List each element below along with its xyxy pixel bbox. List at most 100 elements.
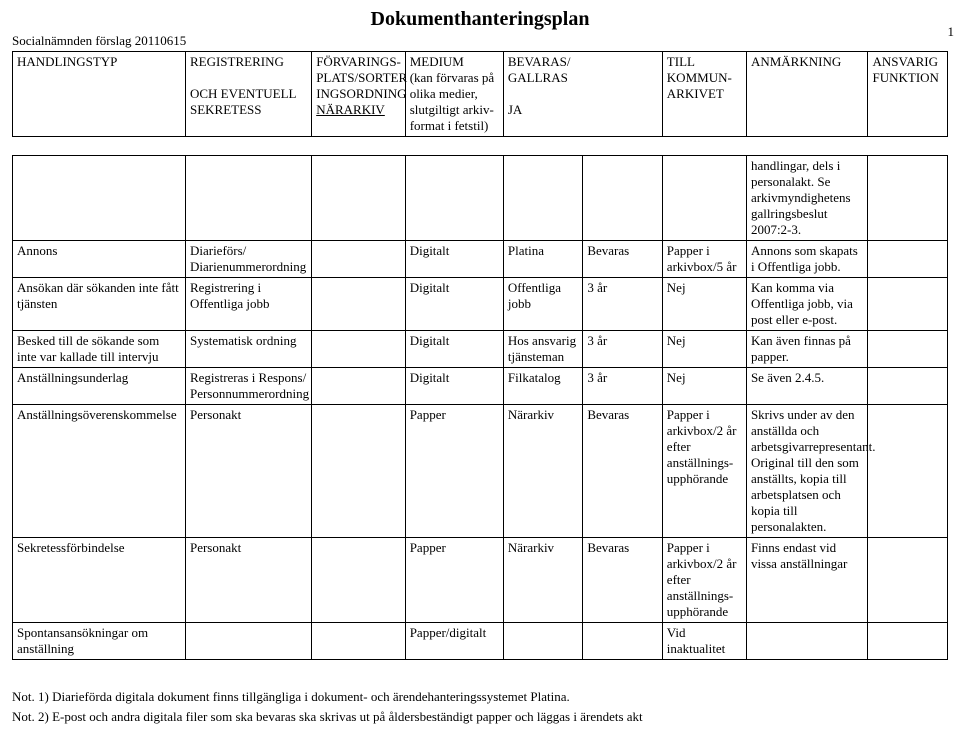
table-row: Besked till de sökande som inte var kall…: [13, 331, 948, 368]
table-cell: Nej: [662, 331, 746, 368]
table-cell: Besked till de sökande som inte var kall…: [13, 331, 186, 368]
table-cell: Digitalt: [405, 368, 503, 405]
table-cell: Platina: [503, 241, 582, 278]
hdr-forvaring: FÖRVARINGS- PLATS/SORTER INGSORDNING NÄR…: [312, 52, 406, 137]
hdr-bevaras: BEVARAS/ GALLRAS JA: [503, 52, 662, 137]
table-row: AnnonsDiarieförs/ Diarienummerordning Dig…: [13, 241, 948, 278]
table-row: AnställningsöverenskommelsePersonakt Papp…: [13, 405, 948, 538]
table-cell: Personakt: [185, 405, 311, 538]
table-cell: [503, 623, 582, 660]
table-cell: [312, 538, 406, 623]
table-cell: Bevaras: [583, 405, 662, 538]
table-cell: Nej: [662, 368, 746, 405]
table-cell: Bevaras: [583, 538, 662, 623]
table-cell: Papper: [405, 538, 503, 623]
hdr-text: format i fetstil): [410, 118, 489, 133]
table-cell: Ansökan där sökanden inte fått tjänsten: [13, 278, 186, 331]
table-cell: Vid inaktualitet: [662, 623, 746, 660]
table-cell: [405, 156, 503, 241]
table-cell: Anställningsöverenskommelse: [13, 405, 186, 538]
hdr-text: ARKIVET: [667, 86, 724, 101]
table-cell: Se även 2.4.5.: [746, 368, 868, 405]
table-cell: [868, 623, 948, 660]
table-cell: Bevaras: [583, 241, 662, 278]
table-cell: Papper i arkivbox/2 år efter anställning…: [662, 538, 746, 623]
hdr-text: TILL: [667, 54, 695, 69]
hdr-text: KOMMUN-: [667, 70, 732, 85]
table-cell: Närarkiv: [503, 405, 582, 538]
table-cell: [312, 405, 406, 538]
table-cell: [662, 156, 746, 241]
table-cell: [312, 278, 406, 331]
table-cell: Papper i arkivbox/5 år: [662, 241, 746, 278]
table-cell: [868, 241, 948, 278]
hdr-text: FÖRVARINGS-: [316, 54, 401, 69]
hdr-text: MEDIUM: [410, 54, 464, 69]
page-title: Dokumenthanteringsplan: [12, 8, 948, 31]
hdr-text: INGSORDNING: [316, 86, 406, 101]
table-cell: [312, 331, 406, 368]
table-cell: Närarkiv: [503, 538, 582, 623]
hdr-text-nararkiv: NÄRARKIV: [316, 102, 385, 117]
table-cell: Papper i arkivbox/2 år efter anställning…: [662, 405, 746, 538]
table-row: handlingar, dels i personalakt. Se arkiv…: [13, 156, 948, 241]
table-cell: Digitalt: [405, 241, 503, 278]
table-cell: Anställningsunderlag: [13, 368, 186, 405]
table-cell: Diarieförs/ Diarienummerordning: [185, 241, 311, 278]
table-cell: [583, 623, 662, 660]
table-cell: Spontansansökningar om anställning: [13, 623, 186, 660]
hdr-anmarkning: ANMÄRKNING: [746, 52, 868, 137]
hdr-text: REGISTRERING: [190, 54, 284, 69]
hdr-text: PLATS/SORTER: [316, 70, 407, 85]
table-cell: Registreras i Respons/ Personnummerordni…: [185, 368, 311, 405]
table-cell: [13, 156, 186, 241]
table-cell: Registrering i Offentliga jobb: [185, 278, 311, 331]
hdr-ansvarig: ANSVARIG FUNKTION: [868, 52, 948, 137]
table-cell: Digitalt: [405, 278, 503, 331]
page-number: 1: [948, 24, 955, 40]
table-cell: Annons: [13, 241, 186, 278]
table-row: Ansökan där sökanden inte fått tjänstenR…: [13, 278, 948, 331]
table-cell: [868, 278, 948, 331]
data-table: handlingar, dels i personalakt. Se arkiv…: [12, 155, 948, 660]
table-cell: 3 år: [583, 331, 662, 368]
table-cell: Kan komma via Offentliga jobb, via post …: [746, 278, 868, 331]
hdr-text: SEKRETESS: [190, 102, 262, 117]
table-cell: [185, 623, 311, 660]
hdr-text: OCH EVENTUELL: [190, 86, 297, 101]
footnotes: Not. 1) Diarieförda digitala dokument fi…: [12, 688, 948, 725]
subheader: Socialnämnden förslag 20110615: [12, 33, 948, 49]
table-cell: Nej: [662, 278, 746, 331]
table-cell: Finns endast vid vissa anställningar: [746, 538, 868, 623]
table-cell: Papper/digitalt: [405, 623, 503, 660]
table-row: Spontansansökningar om anställning Papper…: [13, 623, 948, 660]
table-cell: Kan även finnas på papper.: [746, 331, 868, 368]
table-cell: [868, 405, 948, 538]
footnote-1: Not. 1) Diarieförda digitala dokument fi…: [12, 688, 948, 706]
table-cell: [312, 156, 406, 241]
table-cell: [185, 156, 311, 241]
table-cell: Papper: [405, 405, 503, 538]
table-cell: [868, 538, 948, 623]
hdr-text: slutgiltigt arkiv-: [410, 102, 494, 117]
hdr-text: BEVARAS/: [508, 54, 571, 69]
hdr-text: GALLRAS: [508, 70, 568, 85]
table-row: AnställningsunderlagRegistreras i Respon…: [13, 368, 948, 405]
table-cell: handlingar, dels i personalakt. Se arkiv…: [746, 156, 868, 241]
table-cell: Offentliga jobb: [503, 278, 582, 331]
table-cell: Digitalt: [405, 331, 503, 368]
hdr-medium: MEDIUM (kan förvaras på olika medier, sl…: [405, 52, 503, 137]
hdr-registrering: REGISTRERING OCH EVENTUELL SEKRETESS: [185, 52, 311, 137]
table-cell: 3 år: [583, 368, 662, 405]
table-cell: [312, 623, 406, 660]
table-cell: Filkatalog: [503, 368, 582, 405]
hdr-text: JA: [508, 102, 522, 117]
table-cell: Sekretessförbindelse: [13, 538, 186, 623]
table-cell: [503, 156, 582, 241]
column-header-table: HANDLINGSTYP REGISTRERING OCH EVENTUELL …: [12, 51, 948, 137]
footnote-2: Not. 2) E-post och andra digitala filer …: [12, 708, 948, 726]
table-cell: Systematisk ordning: [185, 331, 311, 368]
table-cell: Skrivs under av den anställda och arbets…: [746, 405, 868, 538]
table-cell: [868, 156, 948, 241]
table-cell: [312, 241, 406, 278]
